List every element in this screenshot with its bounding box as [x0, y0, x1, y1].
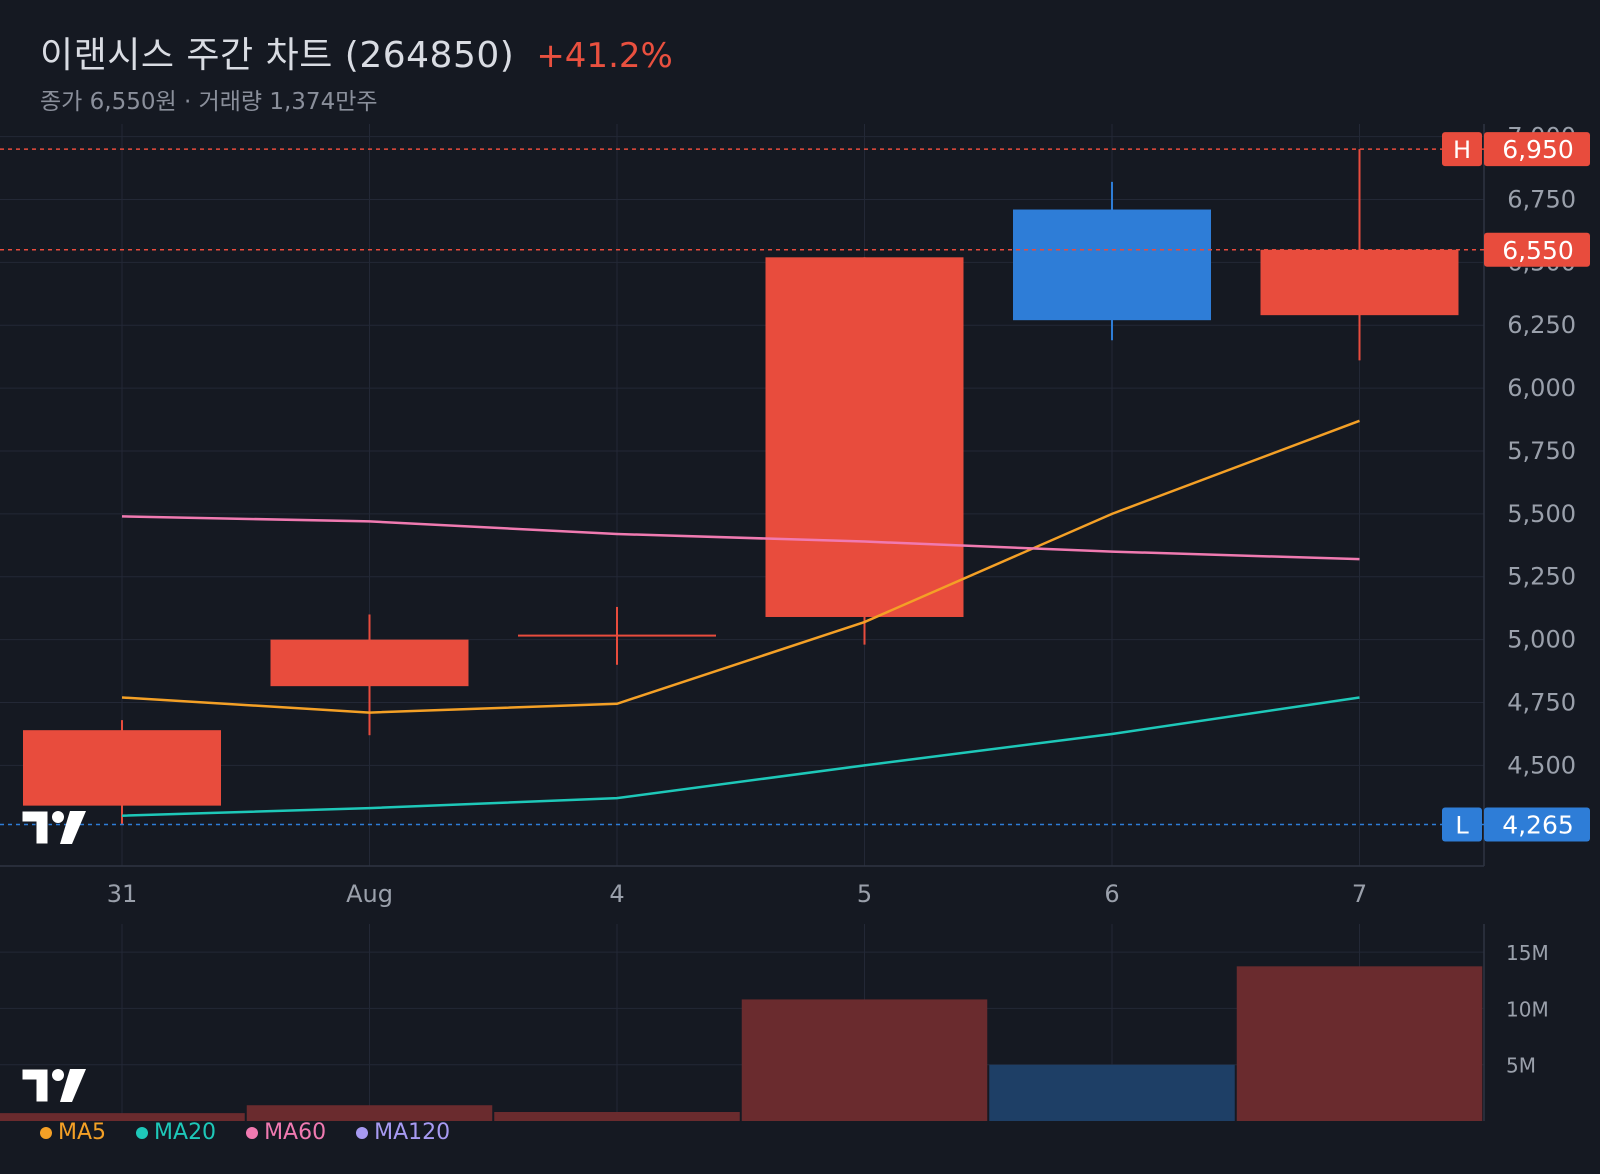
high-tag-box: [1442, 132, 1482, 167]
y-tick-label: 4,750: [1507, 689, 1576, 717]
volume-y-tick-label: 5M: [1506, 1054, 1536, 1078]
low-tag-letter: L: [1455, 811, 1469, 839]
candle-body: [1013, 209, 1211, 321]
y-tick-label: 5,250: [1507, 563, 1576, 591]
close-price-tag-label: 6,550: [1502, 236, 1574, 265]
legend-ma20[interactable]: MA20: [136, 1120, 216, 1145]
legend-ma120[interactable]: MA120: [356, 1120, 450, 1145]
y-tick-label: 4,500: [1507, 751, 1576, 779]
volume-bar: [0, 1113, 245, 1121]
y-tick-label: 5,000: [1507, 626, 1576, 654]
candle-body: [23, 730, 221, 806]
x-tick-label: 31: [107, 880, 138, 908]
ma5-line: [121, 419, 1360, 714]
x-tick-label: 4: [609, 880, 624, 908]
legend-ma5-label: MA5: [58, 1120, 107, 1145]
candle-body: [270, 639, 469, 687]
low-price-tag-box: [1484, 807, 1590, 842]
volume-bar: [246, 1105, 493, 1121]
y-tick-label: 6,750: [1507, 185, 1576, 213]
high-price-tag-label: 6,950: [1502, 135, 1574, 164]
volume-bar: [1236, 966, 1483, 1121]
y-tick-label: 5,500: [1507, 500, 1576, 528]
volume-bar: [989, 1064, 1235, 1121]
low-tag-box: [1442, 807, 1482, 842]
chart-subtitle: 종가 6,550원 · 거래량 1,374만주: [40, 89, 378, 115]
x-tick-label: Aug: [346, 880, 393, 908]
tradingview-logo-icon: [21, 810, 86, 845]
volume-bar: [494, 1111, 740, 1121]
y-tick-label: 6,000: [1507, 374, 1576, 402]
legend-ma120-label: MA120: [374, 1120, 451, 1145]
legend-ma60[interactable]: MA60: [246, 1120, 326, 1145]
ma120-dot-icon: [356, 1126, 369, 1139]
y-tick-label: 5,750: [1507, 437, 1576, 465]
legend-ma20-label: MA20: [154, 1120, 217, 1145]
low-price-tag-label: 4,265: [1502, 810, 1574, 839]
legend-ma60-label: MA60: [264, 1120, 327, 1145]
volume-y-tick-label: 15M: [1506, 941, 1549, 965]
candle-body: [518, 634, 716, 637]
ma60-dot-icon: [246, 1126, 259, 1139]
ma5-dot-icon: [40, 1126, 52, 1139]
x-tick-label: 5: [857, 880, 872, 908]
y-tick-label: 6,250: [1507, 311, 1576, 339]
high-price-tag-box: [1484, 132, 1590, 167]
volume-y-tick-label: 10M: [1506, 997, 1549, 1021]
x-tick-label: 6: [1104, 880, 1119, 908]
x-tick-label: 7: [1352, 880, 1367, 908]
high-tag-letter: H: [1453, 136, 1471, 164]
change-percent: +41.2%: [536, 36, 673, 76]
tradingview-logo-icon: [21, 1068, 86, 1103]
candle-body: [1260, 249, 1459, 316]
legend-ma5[interactable]: MA5: [40, 1120, 106, 1145]
close-price-tag-box: [1484, 232, 1590, 267]
chart-title: 이랜시스 주간 차트 (264850): [40, 35, 515, 76]
ma60-line: [121, 515, 1360, 561]
candle-body: [765, 257, 964, 617]
ma20-line: [121, 696, 1360, 817]
indicator-legend: MA5 MA20 MA60 MA120: [40, 1120, 450, 1145]
ma20-dot-icon: [136, 1126, 149, 1139]
volume-bar: [741, 999, 988, 1121]
